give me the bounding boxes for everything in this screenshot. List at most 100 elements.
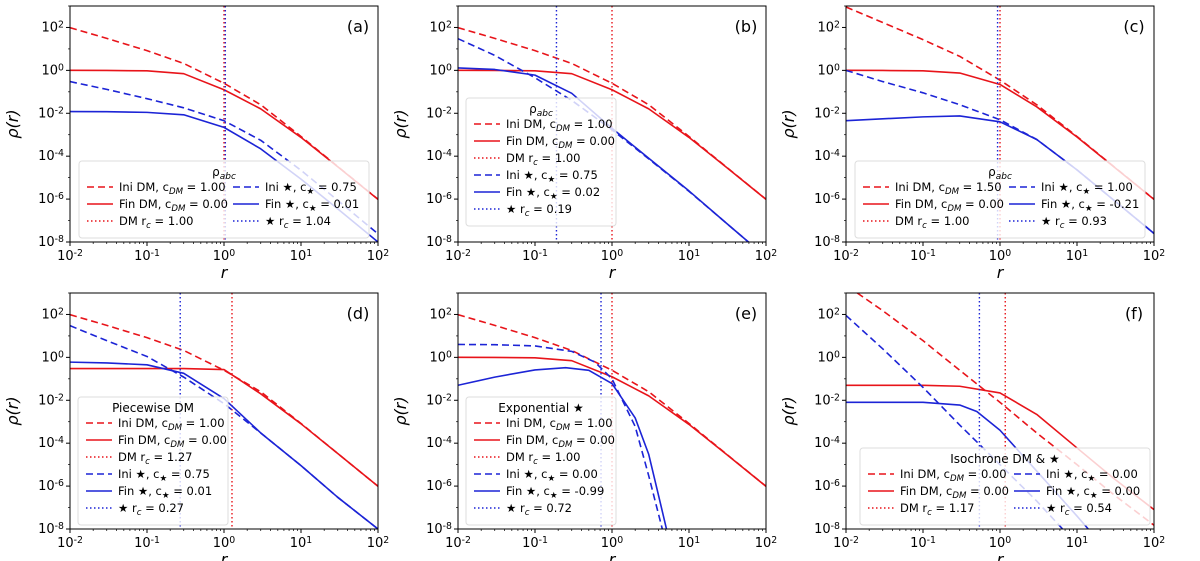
- series-line-1: [846, 69, 1154, 200]
- series-line-4: [458, 366, 668, 529]
- series-line-3: [70, 80, 378, 235]
- series-line-3: [458, 343, 664, 529]
- panel-label: (c): [1123, 17, 1144, 36]
- legend-entry: Fin ★, c★ = 0.02: [506, 185, 600, 202]
- legend-box: [859, 447, 1151, 526]
- legend-entry: Fin DM, cDM = 0.00: [895, 197, 1004, 214]
- x-tick-label: 101: [1066, 535, 1089, 551]
- y-tick-label: 100: [430, 63, 453, 79]
- y-tick-label: 10-6: [38, 478, 64, 494]
- x-tick-label: 10-2: [57, 535, 83, 551]
- y-tick-label: 10-4: [814, 436, 840, 452]
- series-line-1: [70, 367, 378, 487]
- x-tick-label: 100: [213, 248, 236, 264]
- y-tick-label: 10-6: [814, 191, 840, 207]
- x-tick-label: 10-1: [134, 535, 160, 551]
- y-tick-label: 102: [818, 307, 841, 323]
- panel-a: 10-2 10-1 100 101 102 10-8 10-6 10-4 10-2 100 102 r…: [3, 5, 389, 282]
- y-tick-label: 10-8: [426, 234, 452, 250]
- legend-entry: DM rc = 1.27: [118, 450, 192, 467]
- series-line-1: [70, 69, 378, 200]
- legend-entry: ★ rc = 0.54: [1046, 501, 1112, 518]
- panel-label: (b): [735, 17, 758, 36]
- panel-label: (e): [735, 304, 757, 323]
- y-axis-label: ρ(r): [779, 109, 798, 138]
- legend-entry: ★ rc = 0.72: [506, 501, 572, 518]
- x-tick-label: 102: [755, 535, 778, 551]
- y-tick-label: 100: [818, 350, 841, 366]
- x-tick-label: 102: [755, 248, 778, 264]
- y-tick-label: 102: [42, 20, 65, 36]
- legend-entry: DM rc = 1.00: [119, 214, 193, 231]
- y-tick-label: 10-8: [814, 234, 840, 250]
- legend-entry: Fin ★, c★ = 0.01: [265, 197, 359, 214]
- y-tick-label: 10-8: [814, 521, 840, 537]
- x-tick-label: 101: [290, 535, 313, 551]
- panel-label: (f): [1125, 304, 1143, 323]
- y-tick-label: 10-2: [426, 393, 452, 409]
- legend-title: Exponential ★: [498, 401, 584, 415]
- legend-entry: Fin ★, c★ = 0.01: [118, 484, 212, 501]
- y-tick-label: 10-6: [814, 478, 840, 494]
- legend-entry: Ini ★, c★ = 0.75: [506, 168, 598, 185]
- legend-box: [77, 396, 229, 526]
- legend-entry: Ini ★, c★ = 1.00: [1041, 180, 1133, 197]
- legend-entry: DM rc = 1.00: [506, 450, 580, 467]
- y-tick-label: 10-4: [814, 149, 840, 165]
- x-tick-label: 101: [678, 535, 701, 551]
- legend-entry: Ini ★, c★ = 0.00: [506, 467, 598, 484]
- y-tick-label: 10-8: [38, 234, 64, 250]
- legend-entry: Ini ★, c★ = 0.75: [118, 467, 210, 484]
- y-tick-label: 10-6: [426, 478, 452, 494]
- x-tick-label: 10-2: [833, 248, 859, 264]
- legend-entry: Fin ★, c★ = -0.21: [1041, 197, 1139, 214]
- legend-entry: ★ rc = 0.27: [118, 501, 184, 518]
- y-tick-label: 100: [42, 350, 65, 366]
- y-tick-label: 102: [430, 20, 453, 36]
- y-axis-label: ρ(r): [779, 396, 798, 425]
- legend-entry: Ini DM, cDM = 1.00: [118, 416, 225, 433]
- legend-entry: Ini ★, c★ = 0.75: [265, 180, 357, 197]
- legend-box: [854, 160, 1146, 239]
- legend-title: Isochrone DM & ★: [950, 452, 1060, 466]
- legend-entry: Ini ★, c★ = 0.00: [1046, 467, 1138, 484]
- panel-c: 10-2 10-1 100 101 102 10-8 10-6 10-4 10-2 100 102 r…: [779, 5, 1165, 282]
- legend-title: ρabc: [212, 165, 236, 182]
- x-axis-label: r: [221, 550, 229, 561]
- y-tick-label: 10-4: [38, 436, 64, 452]
- legend-entry: ★ rc = 1.04: [265, 214, 331, 231]
- y-axis-label: ρ(r): [3, 109, 22, 138]
- y-axis-label: ρ(r): [391, 109, 410, 138]
- legend-box: [465, 97, 617, 227]
- x-tick-label: 10-1: [910, 248, 936, 264]
- legend-title: ρabc: [529, 102, 553, 119]
- y-tick-label: 10-8: [38, 521, 64, 537]
- x-tick-label: 10-1: [522, 535, 548, 551]
- x-tick-label: 100: [989, 248, 1012, 264]
- x-tick-label: 101: [290, 248, 313, 264]
- y-tick-label: 10-2: [814, 106, 840, 122]
- y-tick-label: 10-2: [814, 393, 840, 409]
- y-tick-label: 10-4: [426, 149, 452, 165]
- panel-label: (d): [347, 304, 370, 323]
- y-axis-label: ρ(r): [3, 396, 22, 425]
- x-tick-label: 101: [678, 248, 701, 264]
- y-tick-label: 100: [42, 63, 65, 79]
- legend-entry: Fin DM, cDM = 0.00: [118, 433, 227, 450]
- y-tick-label: 100: [818, 63, 841, 79]
- panel-f: 10-2 10-1 100 101 102 10-8 10-6 10-4 10-2 100 102 r…: [779, 292, 1165, 561]
- legend-box: [78, 160, 370, 239]
- legend-entry: Fin DM, cDM = 0.00: [506, 134, 615, 151]
- y-tick-label: 102: [818, 20, 841, 36]
- legend-entry: Fin DM, cDM = 0.00: [900, 484, 1009, 501]
- x-tick-label: 100: [601, 248, 624, 264]
- legend-box: [465, 396, 617, 526]
- x-tick-label: 10-1: [910, 535, 936, 551]
- y-tick-label: 10-2: [38, 393, 64, 409]
- x-tick-label: 100: [601, 535, 624, 551]
- y-tick-label: 10-4: [426, 436, 452, 452]
- y-tick-label: 10-2: [426, 106, 452, 122]
